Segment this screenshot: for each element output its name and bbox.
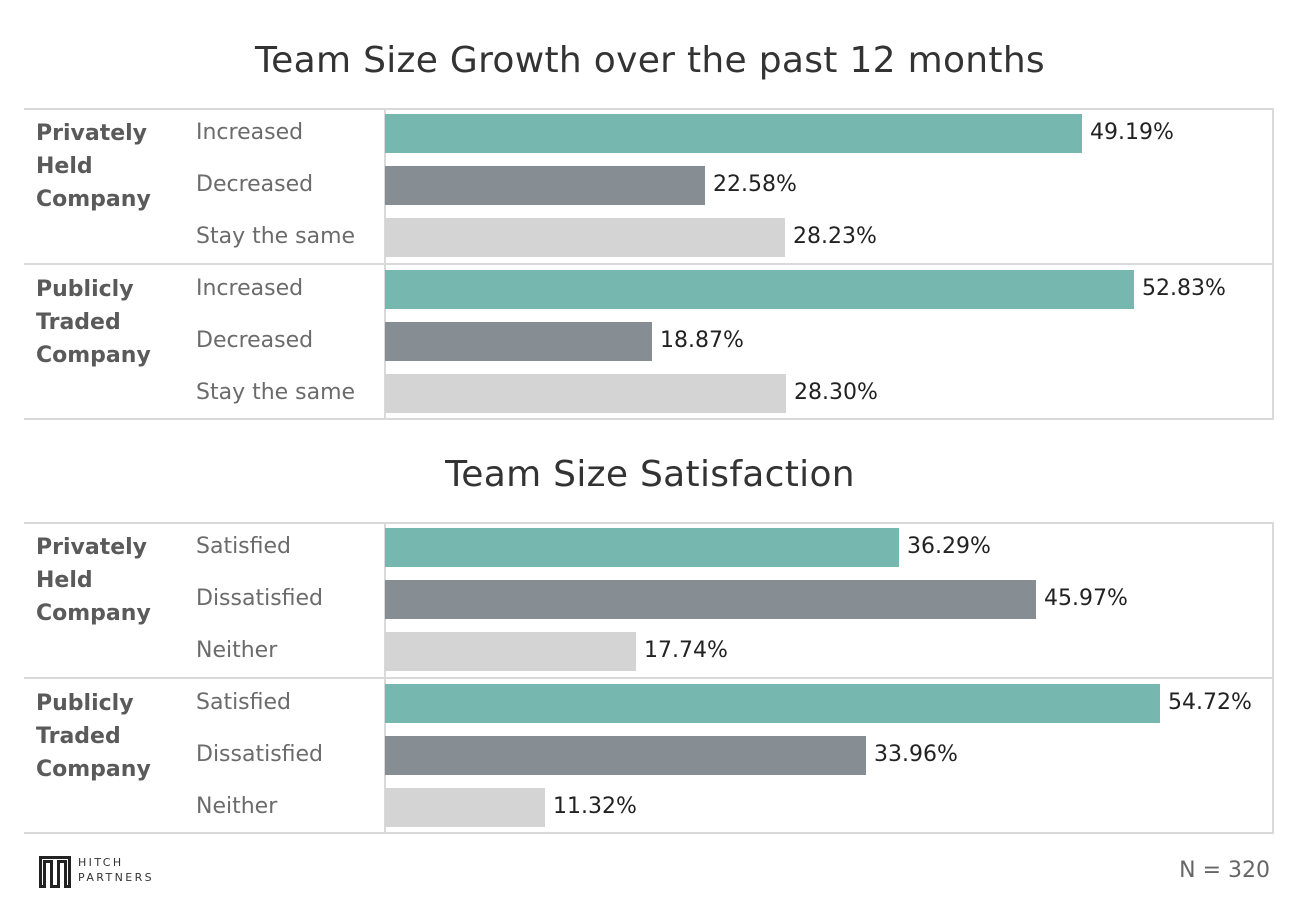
group-label-line: Publicly (36, 277, 134, 302)
category-label: Dissatisfied (196, 742, 324, 767)
value-label: 28.30% (794, 380, 878, 405)
group-label-line: Company (36, 187, 151, 212)
value-label: 49.19% (1090, 120, 1174, 145)
bar (385, 528, 899, 567)
category-label: Increased (196, 120, 304, 145)
bar (385, 114, 1082, 153)
value-label: 36.29% (907, 534, 991, 559)
panel-bottom-border (24, 832, 1274, 834)
bar (385, 736, 866, 775)
value-label: 18.87% (660, 328, 744, 353)
group-separator (24, 677, 1274, 679)
category-label: Dissatisfied (196, 586, 324, 611)
value-label: 33.96% (874, 742, 958, 767)
category-label: Stay the same (196, 224, 356, 249)
category-label: Decreased (196, 172, 314, 197)
value-label: 17.74% (644, 638, 728, 663)
logo-line1: HITCH (78, 856, 124, 869)
value-label: 11.32% (553, 794, 637, 819)
group-label-line: Publicly (36, 691, 134, 716)
bar (385, 788, 545, 827)
category-label: Neither (196, 638, 278, 663)
group-label: Privately Held Company (36, 531, 186, 630)
group-label-line: Privately (36, 121, 148, 146)
hitch-logo-icon (39, 856, 71, 888)
category-label: Neither (196, 794, 278, 819)
panel-bottom-border (24, 418, 1274, 420)
value-label: 28.23% (793, 224, 877, 249)
group-label-line: Company (36, 757, 151, 782)
value-label: 54.72% (1168, 690, 1252, 715)
category-label: Satisfied (196, 534, 292, 559)
panel-top-border (24, 522, 1274, 524)
value-label: 52.83% (1142, 276, 1226, 301)
bar (385, 684, 1160, 723)
chart-title: Team Size Growth over the past 12 months (254, 40, 1045, 81)
group-label: Publicly Traded Company (36, 273, 186, 372)
chart-title: Team Size Satisfaction (445, 454, 855, 495)
bar (385, 632, 636, 671)
bar (385, 218, 785, 257)
group-label-line: Company (36, 601, 151, 626)
logo-wordmark: HITCH PARTNERS (78, 855, 154, 885)
bar (385, 374, 786, 413)
value-label: 45.97% (1044, 586, 1128, 611)
category-label: Decreased (196, 328, 314, 353)
bar (385, 580, 1036, 619)
bar (385, 166, 705, 205)
category-label: Increased (196, 276, 304, 301)
panel-top-border (24, 108, 1274, 110)
sample-size-label: N = 320 (1179, 858, 1270, 883)
group-label: Publicly Traded Company (36, 687, 186, 786)
hitch-partners-logo: HITCH PARTNERS (38, 855, 152, 893)
value-label: 22.58% (713, 172, 797, 197)
logo-line2: PARTNERS (78, 871, 155, 884)
category-label: Stay the same (196, 380, 356, 405)
group-separator (24, 263, 1274, 265)
group-label-line: Company (36, 343, 151, 368)
group-label: Privately Held Company (36, 117, 186, 216)
group-label-line: Privately (36, 535, 148, 560)
group-label-line: Held (36, 568, 93, 593)
group-label-line: Traded (36, 310, 121, 335)
bar (385, 270, 1134, 309)
group-label-line: Held (36, 154, 93, 179)
bar (385, 322, 652, 361)
category-label: Satisfied (196, 690, 292, 715)
group-label-line: Traded (36, 724, 121, 749)
